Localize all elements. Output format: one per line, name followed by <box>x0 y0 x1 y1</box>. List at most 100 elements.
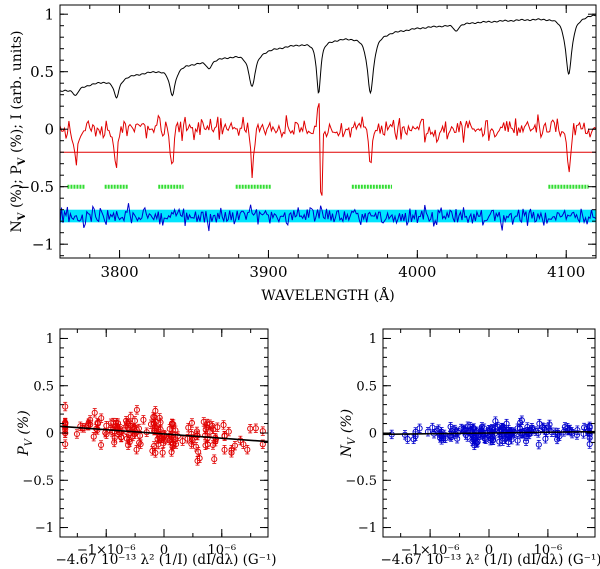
x-axis-label: −4.67 10⁻¹³ λ² (1/I) (dI/dλ) (G⁻¹) <box>55 552 276 568</box>
data-point <box>147 421 155 428</box>
data-point <box>546 421 553 428</box>
x-tick-label: 10⁻⁶ <box>207 543 236 558</box>
data-point <box>259 428 266 435</box>
data-point <box>220 421 227 429</box>
data-point <box>98 415 105 422</box>
y-axis-label: NV (%) <box>339 409 358 458</box>
data-point <box>166 425 173 432</box>
y-axis-label-part: N <box>9 220 25 232</box>
data-point <box>469 428 476 435</box>
y-axis-label: PV (%) <box>16 410 35 456</box>
y-axis-label-part: N <box>339 444 355 458</box>
data-point <box>514 425 521 432</box>
data-point <box>200 418 207 425</box>
data-point <box>195 448 202 455</box>
y-axis-label: NV (%); PV (%); I (arb. units) <box>9 30 28 232</box>
data-point <box>90 433 97 440</box>
data-point <box>564 427 571 434</box>
y-tick-label: 0 <box>46 427 54 442</box>
data-point <box>517 419 524 426</box>
x-tick-label: −1×10⁻⁶ <box>77 543 136 558</box>
data-point <box>91 409 98 416</box>
y-axis-label-part: V <box>24 437 35 446</box>
data-point <box>416 425 423 432</box>
data-point <box>194 457 201 464</box>
data-point <box>103 422 110 429</box>
data-point <box>140 416 147 423</box>
fit-line <box>382 430 596 436</box>
data-point <box>62 441 69 448</box>
data-point <box>157 426 164 433</box>
y-tick-label: −0.5 <box>22 474 54 489</box>
data-point <box>77 423 84 430</box>
stokes-i-line <box>59 14 597 99</box>
data-point <box>528 424 535 431</box>
data-point <box>169 420 176 427</box>
data-point <box>490 436 497 444</box>
data-point <box>97 441 105 449</box>
data-point <box>247 425 254 432</box>
data-point <box>133 406 140 413</box>
data-point <box>189 437 196 444</box>
data-point <box>62 403 69 410</box>
data-point <box>586 424 593 431</box>
data-point <box>535 441 542 448</box>
data-point <box>496 438 503 445</box>
data-point <box>472 439 479 446</box>
y-tick-label: 0 <box>44 120 54 138</box>
data-point <box>492 418 499 425</box>
data-point <box>125 442 132 449</box>
data-point <box>62 419 69 426</box>
y-tick-label: 1 <box>369 332 377 347</box>
data-point <box>437 434 444 441</box>
y-tick-label: −0.5 <box>18 178 54 196</box>
data-point <box>152 407 159 414</box>
data-point <box>244 446 251 453</box>
data-point <box>503 430 510 437</box>
y-axis-label-part: (%) <box>16 410 32 439</box>
x-axis-label: WAVELENGTH (Å) <box>261 286 394 304</box>
data-point <box>185 424 192 431</box>
x-tick-label: −1×10⁻⁶ <box>401 543 460 558</box>
data-point <box>87 416 94 423</box>
data-point <box>179 438 186 445</box>
data-point <box>206 428 214 435</box>
data-point <box>73 430 80 438</box>
data-point <box>523 438 530 445</box>
data-point <box>211 456 218 463</box>
data-point <box>212 436 219 443</box>
x-tick-label: 4100 <box>547 263 585 281</box>
data-point <box>159 449 166 456</box>
data-point <box>193 443 200 450</box>
y-axis-label-part: P <box>16 446 32 457</box>
nv-regression-panel: −1×10⁻⁶ 0 10⁻⁶ −1 −0.5 0 0.5 1 −4.67 10⁻¹³ λ² (1… <box>339 328 600 568</box>
data-point <box>111 439 118 446</box>
data-point <box>169 443 176 450</box>
data-point <box>137 441 144 448</box>
data-point <box>514 437 521 444</box>
y-tick-label: 0.5 <box>33 379 54 394</box>
null-n-line <box>59 203 597 232</box>
data-point <box>481 435 488 442</box>
y-tick-label: 1 <box>44 5 54 23</box>
data-point <box>410 436 417 443</box>
data-point <box>500 425 507 432</box>
data-point <box>188 419 195 427</box>
x-tick-label: 0 <box>160 543 168 558</box>
data-point <box>202 442 209 449</box>
data-point <box>447 423 454 430</box>
data-point <box>95 420 102 427</box>
y-axis-label-part: V <box>17 212 28 221</box>
x-tick-label: 4000 <box>398 263 436 281</box>
data-point <box>94 419 101 426</box>
data-point <box>574 427 581 434</box>
data-point <box>525 428 532 435</box>
data-point <box>464 423 471 430</box>
data-point <box>221 446 228 453</box>
data-point <box>454 435 461 442</box>
data-point <box>451 426 458 433</box>
y-tick-label: −0.5 <box>345 474 377 489</box>
data-point <box>569 430 576 437</box>
data-point <box>586 441 593 448</box>
